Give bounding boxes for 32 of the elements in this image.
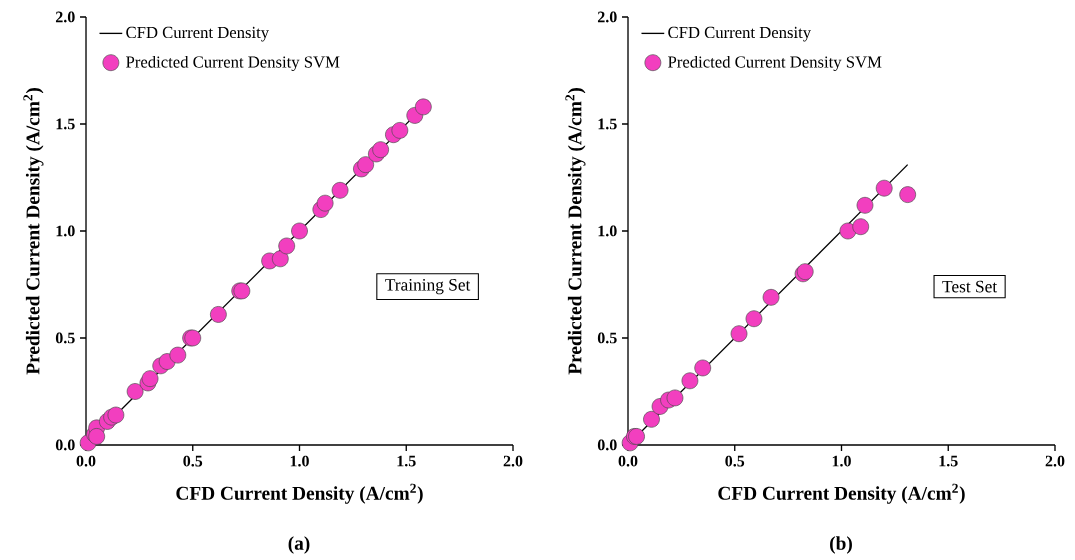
y-tick-label: 2.0 bbox=[597, 11, 617, 23]
x-tick-label: 1.0 bbox=[832, 455, 851, 467]
x-tick-label: 1.0 bbox=[290, 455, 309, 467]
legend-label: CFD Current Density bbox=[668, 26, 812, 42]
x-tick-label: 0.5 bbox=[183, 455, 203, 467]
x-tick-label: 2.0 bbox=[1045, 455, 1065, 467]
y-tick-label: 0.0 bbox=[597, 439, 617, 451]
x-tick-label: 0.0 bbox=[618, 455, 638, 467]
x-axis-title: CFD Current Density (A/cm$^{2}$) bbox=[176, 483, 423, 504]
y-tick-label: 0.5 bbox=[55, 332, 75, 344]
y-axis-title: Predicted Current Density (A/cm$^{2}$) bbox=[565, 88, 586, 375]
y-axis-title: Predicted Current Density (A/cm$^{2}$) bbox=[23, 88, 44, 375]
text: (b) bbox=[830, 536, 852, 554]
y-tick-label: 2.0 bbox=[55, 11, 75, 23]
y-tick-label: 1.5 bbox=[598, 118, 617, 130]
y-tick-label: 0.0 bbox=[55, 439, 75, 451]
annotation: Test Set bbox=[942, 280, 998, 293]
x-axis-title: CFD Current Density (A/cm$^{2}$) bbox=[718, 483, 965, 504]
legend-label: CFD Current Density bbox=[126, 26, 270, 42]
x-tick-label: 1.5 bbox=[397, 455, 416, 467]
annotation: Training Set bbox=[385, 279, 471, 295]
y-tick-label: 1.5 bbox=[56, 118, 75, 130]
y-tick-label: 1.0 bbox=[598, 225, 617, 237]
x-tick-label: 0.5 bbox=[725, 455, 745, 467]
x-tick-label: 2.0 bbox=[503, 455, 523, 467]
y-tick-label: 1.0 bbox=[56, 225, 75, 237]
x-tick-label: 1.5 bbox=[939, 455, 958, 467]
x-tick-label: 0.0 bbox=[76, 455, 96, 467]
text: (a) bbox=[288, 536, 310, 554]
legend-label: Predicted Current Density SVM bbox=[126, 55, 340, 72]
y-tick-label: 0.5 bbox=[597, 332, 617, 344]
legend-label: Predicted Current Density SVM bbox=[668, 55, 882, 72]
